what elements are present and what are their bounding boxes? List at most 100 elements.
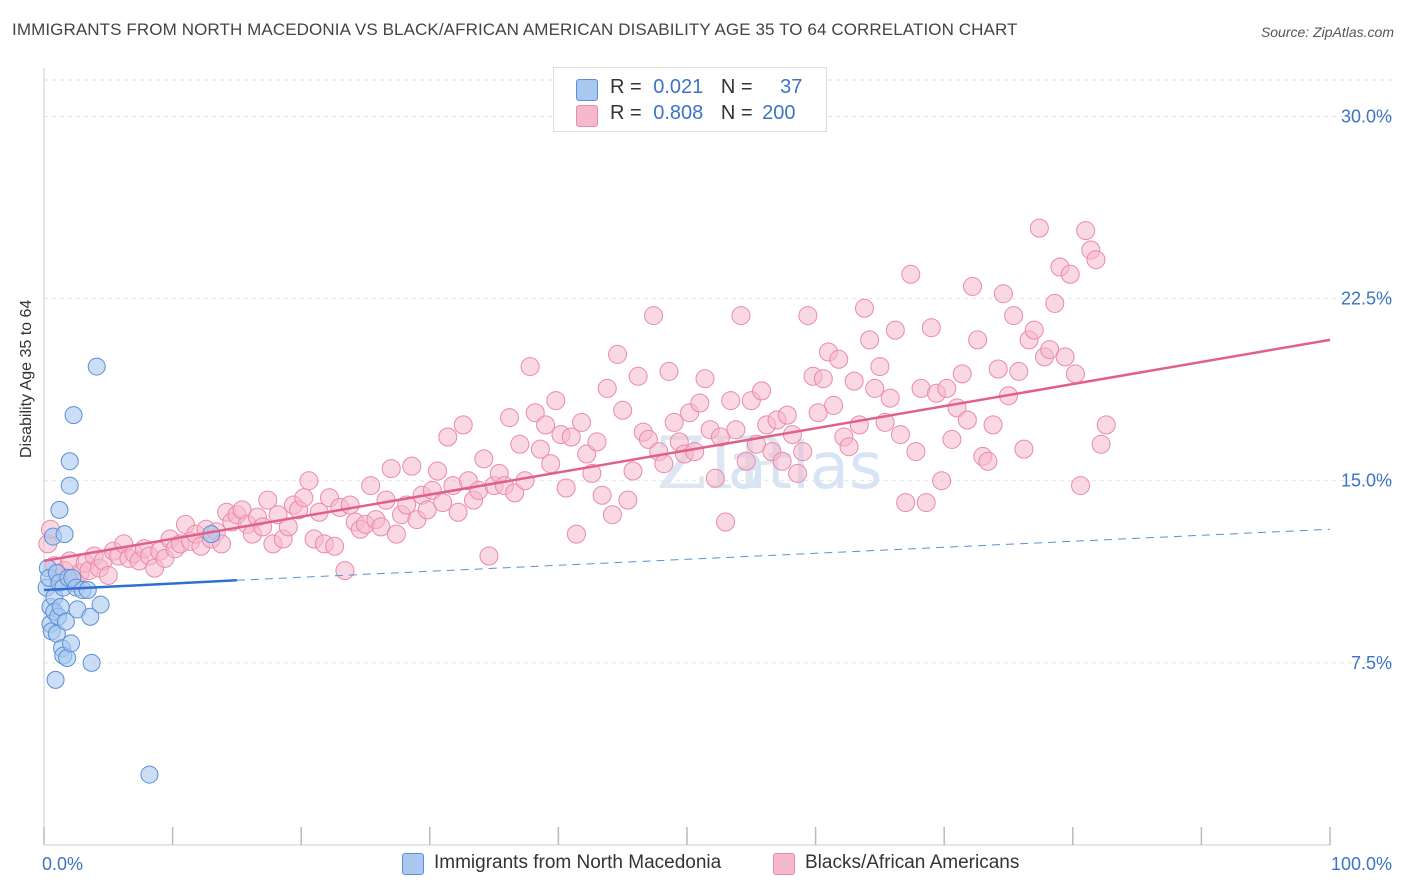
y-tick-label: 15.0%: [1341, 471, 1392, 491]
data-point-black: [777, 405, 797, 425]
data-point-black: [865, 378, 885, 398]
data-point-black: [628, 366, 648, 386]
data-point-black: [525, 403, 545, 423]
data-point-black: [505, 483, 525, 503]
y-tick-label: 30.0%: [1341, 106, 1392, 126]
data-point-black: [916, 493, 936, 513]
y-tick-label: 22.5%: [1341, 289, 1392, 309]
data-point-black: [880, 388, 900, 408]
legend-r-value: 0.808: [653, 102, 704, 124]
chart-source: Source: ZipAtlas.com: [1260, 24, 1394, 40]
data-point-black: [901, 264, 921, 284]
bottom-legend-label: Immigrants from North Macedonia: [434, 852, 722, 873]
data-point-black: [608, 344, 628, 364]
data-point-black: [1071, 476, 1091, 496]
data-point-black: [932, 471, 952, 491]
data-point-black: [381, 459, 401, 479]
data-point-black: [839, 437, 859, 457]
data-point-black: [1091, 434, 1111, 454]
data-point-black: [844, 371, 864, 391]
data-point-black: [1096, 415, 1116, 435]
data-point-black: [1014, 439, 1034, 459]
data-point-black: [1009, 361, 1029, 381]
bottom-legend-swatch-pink: [773, 853, 795, 875]
data-point-macedonia: [82, 653, 101, 672]
y-axis-label: Disability Age 35 to 64: [18, 299, 35, 458]
data-point-black: [726, 420, 746, 440]
data-point-macedonia: [140, 765, 159, 784]
data-point-black: [829, 349, 849, 369]
y-tick-label: 7.5%: [1351, 653, 1392, 673]
bottom-legend-swatch-blue: [402, 853, 424, 875]
data-point-black: [1076, 221, 1096, 241]
data-point-black: [258, 490, 278, 510]
data-point-black: [695, 369, 715, 389]
data-point-black: [772, 451, 792, 471]
x-tick-label: 100.0%: [1331, 854, 1392, 874]
legend-swatch-blue: [576, 79, 598, 101]
data-point-black: [890, 425, 910, 445]
data-point-black: [520, 357, 540, 377]
data-point-black: [340, 495, 360, 515]
data-point-macedonia: [64, 406, 83, 425]
data-point-black: [752, 381, 772, 401]
data-point-black: [1004, 306, 1024, 326]
data-point-black: [957, 410, 977, 430]
data-point-black: [1065, 364, 1085, 384]
data-point-black: [546, 391, 566, 411]
data-point-black: [623, 461, 643, 481]
data-point-black: [587, 432, 607, 452]
data-point-black: [654, 454, 674, 474]
data-point-black: [978, 451, 998, 471]
chart-title: IMMIGRANTS FROM NORTH MACEDONIA VS BLACK…: [12, 20, 1018, 39]
data-point-black: [448, 502, 468, 522]
data-point-black: [98, 565, 118, 585]
legend-r-value: 0.021: [653, 76, 704, 98]
data-point-macedonia: [50, 500, 69, 519]
legend-n-label: N =: [720, 76, 753, 98]
data-point-black: [664, 412, 684, 432]
data-point-black: [731, 306, 751, 326]
data-point-black: [962, 276, 982, 296]
data-point-black: [854, 298, 874, 318]
data-point-black: [993, 284, 1013, 304]
data-point-black: [618, 490, 638, 510]
data-point-black: [659, 361, 679, 381]
data-point-black: [417, 500, 437, 520]
data-point-black: [793, 442, 813, 462]
data-point-black: [824, 395, 844, 415]
trend-line-macedonia-extension: [236, 528, 1331, 581]
data-point-black: [253, 517, 273, 537]
data-point-macedonia: [81, 607, 100, 626]
data-point-black: [335, 561, 355, 581]
legend-n-value: 200: [762, 102, 796, 124]
data-point-black: [860, 330, 880, 350]
data-point-black: [1024, 320, 1044, 340]
legend-r-label: R =: [610, 76, 642, 98]
data-point-black: [474, 449, 494, 469]
data-point-black: [921, 318, 941, 338]
data-point-black: [1055, 347, 1075, 367]
trend-line-black: [43, 338, 1331, 563]
data-point-black: [438, 427, 458, 447]
data-point-black: [983, 415, 1003, 435]
data-point-black: [536, 415, 556, 435]
data-point-black: [937, 378, 957, 398]
data-point-black: [705, 468, 725, 488]
data-point-macedonia: [46, 670, 65, 689]
data-point-black: [402, 456, 422, 476]
data-point-black: [685, 442, 705, 462]
data-point-black: [968, 330, 988, 350]
data-point-black: [870, 357, 890, 377]
data-point-black: [1060, 264, 1080, 284]
data-point-black: [808, 403, 828, 423]
data-point-black: [515, 471, 535, 491]
data-point-black: [433, 493, 453, 513]
data-point-macedonia: [78, 581, 97, 599]
data-point-black: [510, 434, 530, 454]
data-point-black: [592, 485, 612, 505]
legend-n-value: 37: [780, 76, 803, 98]
data-point-black: [942, 429, 962, 449]
data-point-macedonia: [56, 612, 75, 631]
